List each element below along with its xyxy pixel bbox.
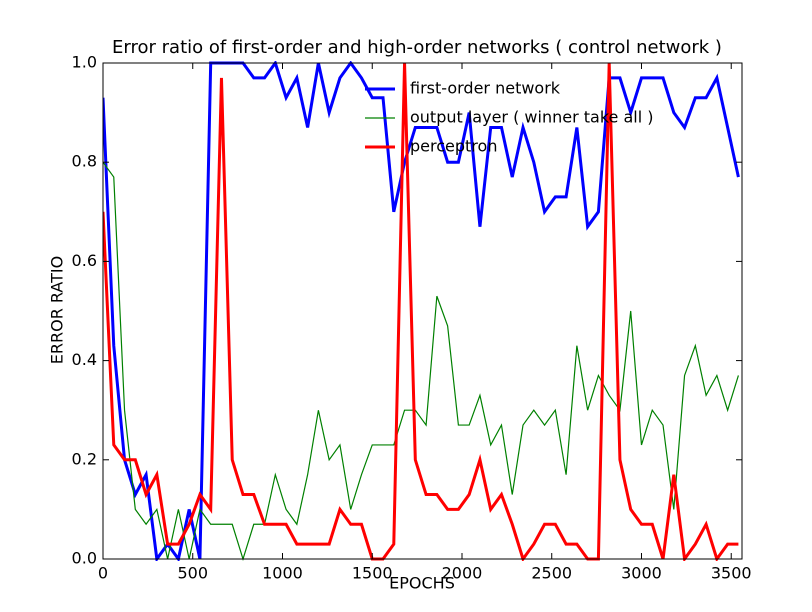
- x-tick-label: 1500: [352, 564, 393, 583]
- x-tick-label: 2500: [531, 564, 572, 583]
- x-tick-label: 3500: [711, 564, 752, 583]
- legend-label: perceptron: [410, 137, 497, 156]
- data-line: [103, 62, 739, 561]
- x-tick-label: 2000: [442, 564, 483, 583]
- x-tick-label: 1000: [262, 564, 303, 583]
- x-axis-label: EPOCHS: [389, 574, 455, 593]
- x-tick-label: 3000: [621, 564, 662, 583]
- y-tick-label: 0.0: [72, 549, 97, 568]
- y-tick-label: 0.4: [72, 350, 97, 369]
- x-tick-label: 500: [177, 564, 208, 583]
- y-tick-label: 0.2: [72, 449, 97, 468]
- legend-label: first-order network: [410, 79, 561, 98]
- y-axis-label: ERROR RATIO: [48, 256, 67, 364]
- chart-title: Error ratio of first-order and high-orde…: [112, 37, 722, 58]
- y-tick-label: 0.6: [72, 251, 97, 270]
- x-tick-label: 0: [98, 564, 108, 583]
- plot-frame: [102, 62, 743, 560]
- legend-label: output layer ( winner take all ): [410, 108, 653, 127]
- data-line: [103, 61, 740, 561]
- y-tick-label: 1.0: [72, 53, 97, 72]
- data-line: [103, 161, 739, 561]
- y-tick-label: 0.8: [72, 152, 97, 171]
